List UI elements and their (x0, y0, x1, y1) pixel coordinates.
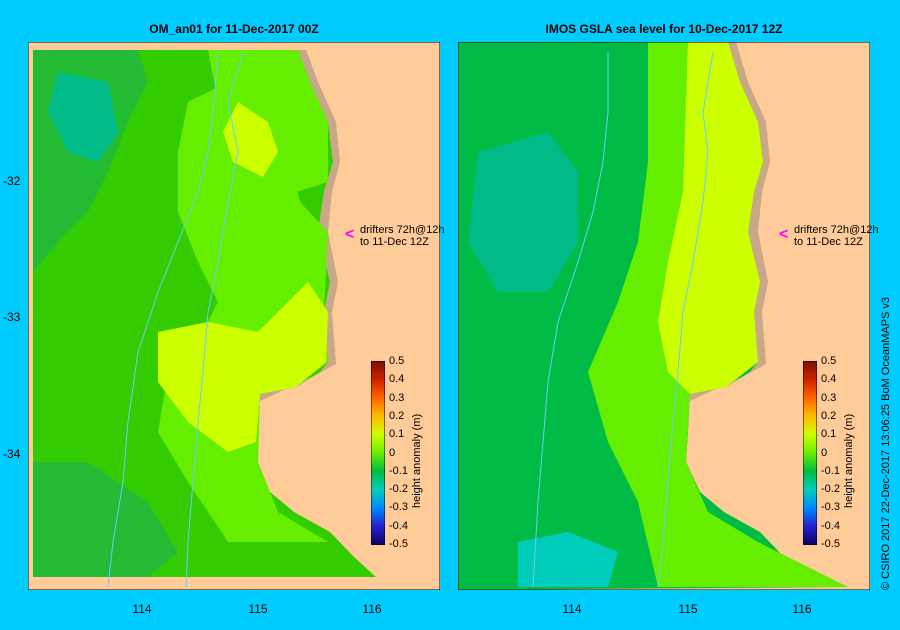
right-colorbar-label: height anomaly (m) (843, 413, 855, 508)
lat-tick-32: -32 (3, 174, 21, 188)
right-colorbar-tick: -0.5 (821, 538, 840, 550)
coastline (688, 42, 770, 402)
coastline (258, 50, 340, 402)
left-colorbar-tick: -0.3 (389, 501, 408, 514)
right-colorbar-tick: -0.3 (821, 501, 840, 514)
left-colorbar-tick: 0 (389, 446, 396, 459)
right-drifter-arrow-icon: < (779, 226, 789, 243)
right-lon-tick-115: 115 (678, 602, 698, 616)
right-drifters-note: drifters 72h@12h to 11-Dec 12Z (794, 224, 879, 248)
right-colorbar-tick: 0.1 (821, 428, 837, 441)
right-colorbar (803, 361, 817, 545)
lat-tick-34: -34 (3, 447, 21, 461)
right-colorbar-tick: -0.2 (821, 483, 840, 496)
left-colorbar-tick: -0.4 (389, 519, 408, 532)
left-lon-tick-114: 114 (132, 602, 152, 616)
right-colorbar-tick: 0.4 (821, 373, 837, 386)
right-lon-tick-114: 114 (562, 602, 582, 616)
left-colorbar-tick: -0.2 (389, 483, 408, 496)
left-colorbar-tick: 0.5 (389, 355, 405, 367)
right-colorbar-tick: -0.1 (821, 464, 840, 477)
left-colorbar-tick: -0.1 (389, 464, 408, 477)
right-colorbar-tick: -0.4 (821, 519, 840, 532)
left-sea-level-map (28, 42, 440, 590)
right-colorbar-tick: 0.3 (821, 391, 837, 404)
right-sea-level-map (458, 42, 870, 590)
left-drifter-arrow-icon: < (345, 226, 355, 243)
left-colorbar-label: height anomaly (m) (411, 413, 423, 508)
right-colorbar-tick: 0.2 (821, 409, 837, 422)
right-lon-tick-116: 116 (792, 602, 812, 616)
left-colorbar-tick: 0.3 (389, 391, 405, 404)
left-lon-tick-115: 115 (248, 602, 268, 616)
right-colorbar-tick: 0.5 (821, 355, 837, 367)
left-colorbar-tick: 0.2 (389, 409, 405, 422)
left-drifters-note: drifters 72h@12h to 11-Dec 12Z (360, 224, 445, 248)
left-colorbar-tick: 0.4 (389, 373, 405, 386)
left-map-title: OM_an01 for 11-Dec-2017 00Z (149, 22, 319, 36)
left-colorbar-tick: 0.1 (389, 428, 405, 441)
left-colorbar-tick: -0.5 (389, 538, 408, 550)
copyright-note: © CSIRO 2017 22-Dec-2017 13:06:25 BoM Oc… (880, 296, 892, 590)
right-colorbar-tick: 0 (821, 446, 828, 459)
lat-tick-33: -33 (3, 310, 21, 324)
left-colorbar (371, 361, 385, 545)
right-map-title: IMOS GSLA sea level for 10-Dec-2017 12Z (545, 22, 783, 36)
left-lon-tick-116: 116 (362, 602, 382, 616)
